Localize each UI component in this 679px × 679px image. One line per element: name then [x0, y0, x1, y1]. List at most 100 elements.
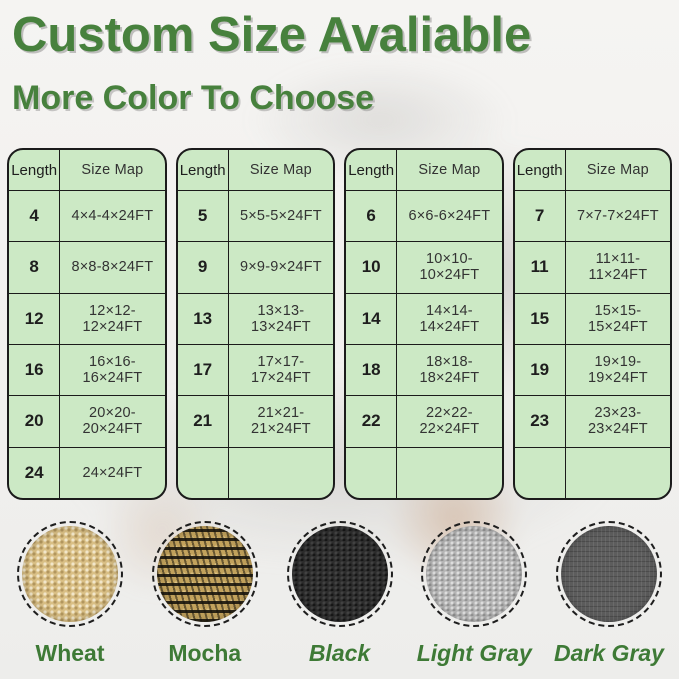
size-map-cell: 6×6-6×24FT	[408, 208, 491, 225]
length-cell: 5	[178, 191, 229, 242]
size-table-3: Length Size Map 6 6×6-6×24FT 10 10×10-10×24…	[344, 148, 504, 500]
length-column-header: Length	[9, 150, 61, 190]
table-header-row: Length Size Map	[514, 150, 670, 191]
size-map-cell: 11×11-11×24FT	[588, 251, 648, 284]
table-row: 12 12×12-12×24FT	[9, 293, 165, 345]
table-row: 14 14×14-14×24FT	[346, 293, 502, 345]
color-swatches-row: Wheat Mocha Black Light Gray Dark Gray	[6, 521, 673, 667]
length-cell: 7	[515, 191, 566, 242]
size-map-column-header: Size Map	[81, 162, 144, 178]
swatch-dashed-ring	[17, 521, 123, 627]
length-column-header: Length	[346, 150, 398, 190]
table-row: 7 7×7-7×24FT	[514, 191, 670, 243]
size-map-cell: 12×12-12×24FT	[82, 302, 143, 335]
page-subtitle: More Color To Choose	[12, 79, 375, 117]
table-row: 16 16×16-16×24FT	[9, 344, 165, 397]
length-cell	[178, 447, 229, 498]
swatch-item-mocha: Mocha	[141, 521, 269, 667]
fabric-circle-dark-gray	[561, 526, 657, 622]
table-row: 23 23×23-23×24FT	[514, 396, 670, 448]
length-cell: 12	[9, 293, 61, 344]
swatch-dashed-ring	[556, 521, 662, 627]
table-row: 17 17×17-17×24FT	[177, 344, 333, 397]
size-map-column-header: Size Map	[586, 162, 649, 178]
size-map-cell: 24×24FT	[82, 464, 143, 481]
swatch-item-black: Black	[276, 521, 404, 667]
swatch-label: Mocha	[168, 640, 242, 666]
size-map-cell: 15×15-15×24FT	[587, 302, 648, 335]
table-header-row: Length Size Map	[177, 150, 333, 191]
size-map-cell: 18×18-18×24FT	[419, 354, 480, 387]
table-header-row: Length Size Map	[346, 150, 502, 191]
length-cell: 19	[515, 344, 566, 396]
length-cell: 8	[9, 242, 61, 293]
size-map-cell: 4×4-4×24FT	[71, 208, 154, 225]
length-cell: 16	[9, 344, 61, 396]
length-cell: 15	[515, 293, 566, 344]
size-table-2: Length Size Map 5 5×5-5×24FT 9 9×9-9×24FT 13…	[175, 148, 335, 500]
table-row: 19 19×19-19×24FT	[514, 344, 670, 397]
swatch-item-wheat: Wheat	[6, 521, 134, 667]
swatch-label: Black	[308, 640, 371, 666]
length-cell: 17	[178, 344, 229, 396]
table-row: 24 24×24FT	[9, 447, 165, 498]
swatch-label: Dark Gray	[554, 640, 664, 666]
size-map-cell: 17×17-17×24FT	[250, 354, 311, 387]
table-row: 18 18×18-18×24FT	[346, 344, 502, 397]
fabric-circle-light-gray	[426, 526, 523, 622]
length-cell: 10	[346, 242, 398, 293]
length-column-header: Length	[515, 150, 566, 190]
size-map-cell: 16×16-16×24FT	[82, 354, 143, 387]
table-header-row: Length Size Map	[9, 150, 165, 191]
table-row: 5 5×5-5×24FT	[177, 191, 333, 243]
table-row: 9 9×9-9×24FT	[177, 242, 333, 294]
size-map-cell	[566, 448, 670, 498]
length-cell: 13	[178, 293, 229, 344]
size-map-column-header: Size Map	[418, 162, 481, 178]
length-cell: 9	[178, 242, 229, 293]
size-map-cell: 8×8-8×24FT	[71, 259, 154, 276]
swatch-dashed-ring	[421, 521, 528, 627]
length-cell	[515, 447, 566, 498]
swatch-label: Light Gray	[416, 640, 532, 666]
table-row: 21 21×21-21×24FT	[177, 396, 333, 448]
swatch-label: Wheat	[35, 640, 105, 666]
size-map-cell: 22×22-22×24FT	[419, 405, 480, 438]
length-cell	[346, 447, 398, 498]
length-cell: 6	[346, 191, 398, 242]
table-row: 4 4×4-4×24FT	[9, 191, 165, 243]
fabric-circle-mocha	[156, 526, 253, 622]
swatch-item-light-gray: Light Gray	[410, 521, 538, 667]
size-table-1: Length Size Map 4 4×4-4×24FT 8 8×8-8×24FT 12…	[7, 148, 167, 500]
swatch-dashed-ring	[151, 521, 258, 627]
fabric-circle-black	[291, 526, 388, 622]
page-title: Custom Size Avaliable	[12, 8, 532, 62]
size-map-cell: 23×23-23×24FT	[587, 405, 648, 438]
size-map-cell	[397, 448, 501, 498]
table-row: 11 11×11-11×24FT	[514, 242, 670, 294]
size-map-cell: 20×20-20×24FT	[82, 405, 143, 438]
size-map-cell: 13×13-13×24FT	[250, 302, 311, 335]
table-row	[346, 447, 502, 498]
length-cell: 22	[346, 396, 398, 447]
table-row: 15 15×15-15×24FT	[514, 293, 670, 345]
fabric-circle-wheat	[22, 526, 118, 622]
size-map-cell	[229, 448, 333, 498]
size-map-cell: 5×5-5×24FT	[240, 208, 322, 225]
table-row: 8 8×8-8×24FT	[9, 242, 165, 294]
length-cell: 21	[178, 396, 229, 447]
size-table-4: Length Size Map 7 7×7-7×24FT 11 11×11-11×24…	[512, 148, 672, 500]
swatch-dashed-ring	[286, 521, 393, 627]
table-row: 10 10×10-10×24FT	[346, 242, 502, 294]
size-map-cell: 21×21-21×24FT	[250, 405, 311, 438]
size-map-column-header: Size Map	[249, 162, 312, 178]
length-cell: 23	[515, 396, 566, 447]
table-row: 13 13×13-13×24FT	[177, 293, 333, 345]
size-tables-row: Length Size Map 4 4×4-4×24FT 8 8×8-8×24FT 12…	[7, 148, 672, 500]
length-cell: 18	[346, 344, 398, 396]
size-map-cell: 14×14-14×24FT	[419, 302, 480, 335]
length-column-header: Length	[178, 150, 229, 190]
size-map-cell: 10×10-10×24FT	[419, 251, 480, 284]
size-map-cell: 9×9-9×24FT	[240, 259, 322, 276]
